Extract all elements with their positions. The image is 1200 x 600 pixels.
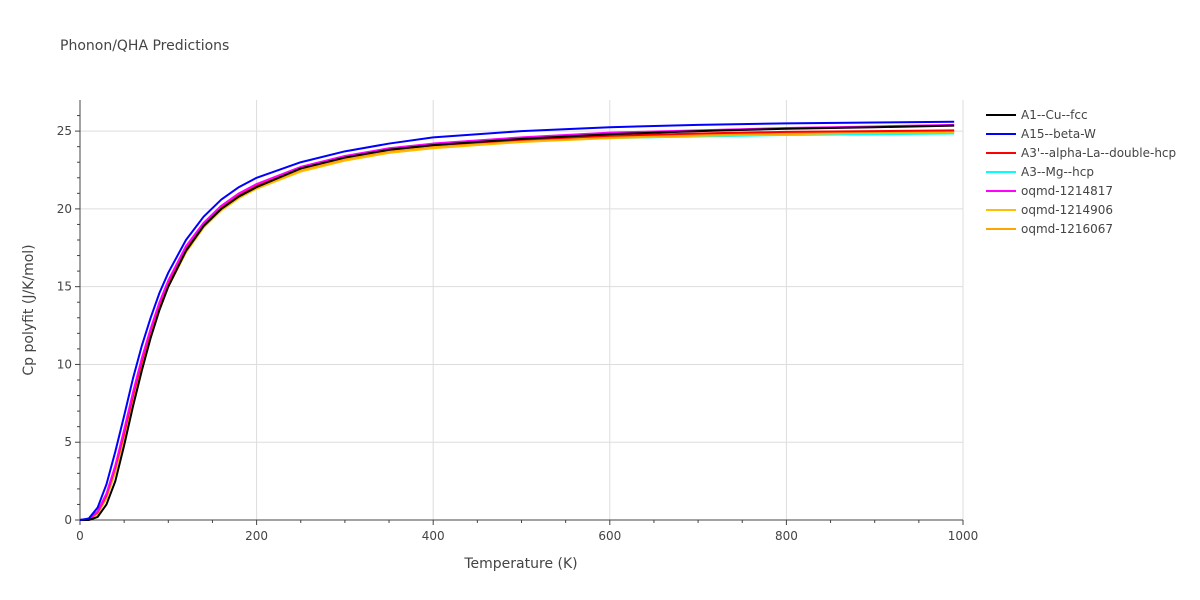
series-line-A3'--alpha-La--double-hcp (79, 129, 955, 521)
y-tick-label: 5 (64, 435, 72, 449)
legend-item[interactable]: A3--Mg--hcp (986, 165, 1094, 179)
legend-label: A3--Mg--hcp (1021, 165, 1094, 179)
legend-label: A3'--alpha-La--double-hcp (1021, 146, 1176, 160)
x-tick-label: 800 (775, 529, 798, 543)
legend-label: A1--Cu--fcc (1021, 108, 1088, 122)
chart-title: Phonon/QHA Predictions (60, 38, 229, 54)
x-tick-label: 200 (245, 529, 268, 543)
grid-layer (80, 100, 964, 520)
x-tick-label: 400 (422, 529, 445, 543)
legend-item[interactable]: oqmd-1214817 (986, 184, 1113, 198)
legend-label: A15--beta-W (1021, 127, 1096, 141)
y-tick-label: 10 (57, 357, 72, 371)
series-line-A3--Mg--hcp (79, 132, 955, 521)
series-line-oqmd-1214906 (79, 130, 955, 521)
x-tick-label: 600 (598, 529, 621, 543)
series-line-A15--beta-W (79, 120, 955, 521)
legend-label: oqmd-1214817 (1021, 184, 1113, 198)
y-axis-title: Cp polyfit (J/K/mol) (21, 244, 37, 375)
x-axis-title: Temperature (K) (463, 556, 577, 572)
x-tick-label: 1000 (948, 529, 979, 543)
y-tick-label: 0 (64, 513, 72, 527)
legend-item[interactable]: A1--Cu--fcc (986, 108, 1088, 122)
series-line-A1--Cu--fcc (80, 124, 955, 521)
legend-item[interactable]: A15--beta-W (986, 127, 1096, 141)
tick-layer: 0 200 400 600 800 1000 0 5 10 15 20 25 (57, 115, 979, 543)
y-tick-label: 25 (57, 124, 72, 138)
y-tick-label: 15 (57, 280, 72, 294)
legend-item[interactable]: oqmd-1214906 (986, 203, 1113, 217)
series-line-oqmd-1216067 (79, 130, 955, 521)
legend-item[interactable]: A3'--alpha-La--double-hcp (986, 146, 1176, 160)
legend-label: oqmd-1216067 (1021, 222, 1113, 236)
series-layer (79, 120, 955, 521)
series-line-oqmd-1214817 (79, 123, 955, 521)
axis-layer (79, 100, 963, 521)
legend-item[interactable]: oqmd-1216067 (986, 222, 1113, 236)
y-tick-label: 20 (57, 202, 72, 216)
x-tick-label: 0 (76, 529, 84, 543)
legend-label: oqmd-1214906 (1021, 203, 1113, 217)
legend: A1--Cu--fcc A15--beta-W A3'--alpha-La--dou… (986, 108, 1176, 236)
